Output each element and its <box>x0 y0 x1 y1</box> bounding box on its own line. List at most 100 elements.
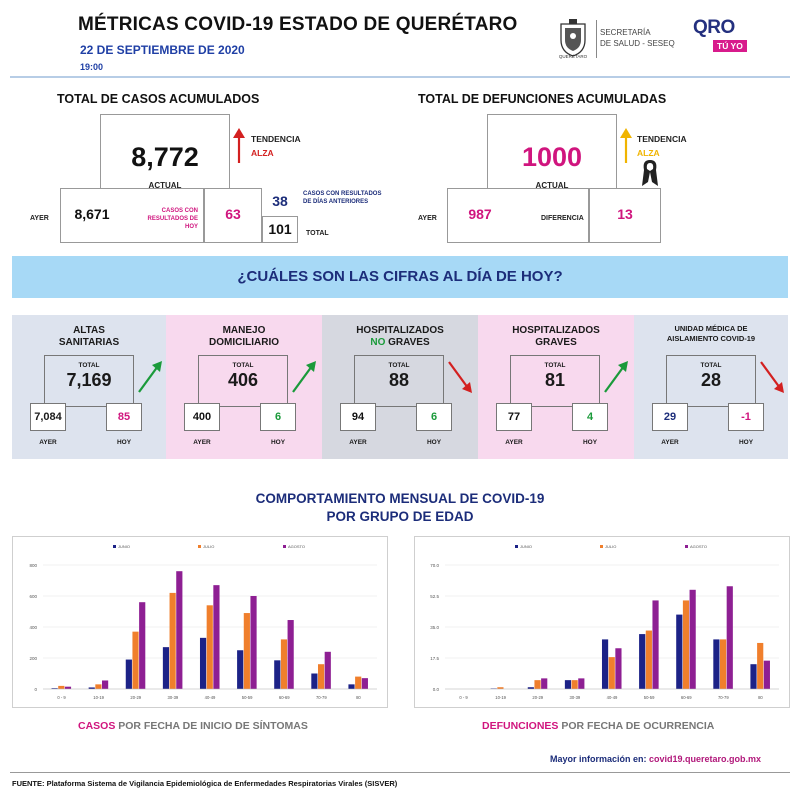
panel-total-label: TOTAL <box>544 362 566 369</box>
bar <box>132 631 139 689</box>
panel-hoy-label: HOY <box>116 439 132 446</box>
panel-manejo-domiciliario: MANEJO DOMICILIARIO TOTAL 406 400 6 AYER… <box>166 315 322 459</box>
legend-swatch <box>283 545 286 548</box>
bar <box>763 660 770 689</box>
bar <box>750 664 757 689</box>
bar <box>58 685 65 689</box>
panel-title: UNIDAD MÉDICA DE AISLAMIENTO COVID-19 <box>634 324 788 344</box>
bar <box>206 605 213 689</box>
report-time: 19:00 <box>80 62 104 72</box>
brand-tuyo-logo: TÚ YO <box>713 40 747 52</box>
caption-highlight: CASOS <box>78 720 116 732</box>
panel-total-label: TOTAL <box>388 362 410 369</box>
casos-total-label: TOTAL <box>306 230 329 237</box>
y-tick-label: 52.5 <box>430 594 439 599</box>
defunciones-ayer-value: 987 <box>468 206 492 222</box>
panel-hoy-label: HOY <box>426 439 442 446</box>
y-tick-label: 0 <box>34 687 37 692</box>
panel-total-value: 88 <box>388 370 410 390</box>
casos-total-value: 101 <box>268 221 292 237</box>
bar <box>64 686 72 689</box>
legend-swatch <box>600 545 603 548</box>
x-tick-label: 80 <box>356 695 361 700</box>
charts-heading-line1: COMPORTAMIENTO MENSUAL DE COVID-19 <box>255 491 545 506</box>
bar <box>213 585 220 689</box>
legend-label: JULIO <box>605 544 616 549</box>
x-tick-label: 80 <box>758 695 763 700</box>
panel-title-line2: AISLAMIENTO COVID-19 <box>666 334 756 343</box>
x-tick-label: 40-49 <box>607 695 618 700</box>
defunciones-trend-up-icon <box>620 128 632 163</box>
bar <box>527 687 534 689</box>
trend-up-arrow-icon <box>604 361 628 393</box>
casos-tendencia-label: TENDENCIA <box>251 134 301 144</box>
bar <box>169 592 176 689</box>
legend-label: JUNIO <box>520 544 532 549</box>
x-tick-label: 50-59 <box>242 695 253 700</box>
chart-casos-frame: 0 200 400 600 800 JUNIO JULIO AGOSTO 0 - 9 10-19 2… <box>12 536 388 708</box>
more-info-link[interactable]: covid19.queretaro.gob.mx <box>649 754 762 764</box>
defunciones-diferencia-label: DIFERENCIA <box>541 215 584 222</box>
bar <box>287 620 294 689</box>
bar <box>682 600 690 689</box>
panel-title-line1: MANEJO <box>222 325 266 336</box>
charts-heading-line2: POR GRUPO DE EDAD <box>326 509 474 524</box>
casos-total-box <box>262 216 298 243</box>
x-tick-label: 50-59 <box>644 695 655 700</box>
panel-total-value: 28 <box>700 370 722 390</box>
bar <box>601 639 609 689</box>
bar <box>608 657 615 689</box>
bar <box>102 680 109 689</box>
caption-rest: POR FECHA DE OCURRENCIA <box>558 720 715 732</box>
secretaria-line-2: DE SALUD - SESEQ <box>600 39 675 48</box>
panel-title: HOSPITALIZADOS GRAVES <box>478 325 634 349</box>
panel-total-box: TOTAL 406 <box>198 355 288 407</box>
caption-highlight: DEFUNCIONES <box>482 720 559 732</box>
panel-hoy-label: HOY <box>582 439 598 446</box>
casos-hoy-label: CASOS CON RESULTADOS DE HOY <box>147 208 198 230</box>
panel-title-no: NO <box>370 337 386 348</box>
bar <box>139 602 146 689</box>
charts-heading: COMPORTAMIENTO MENSUAL DE COVID-19 POR G… <box>0 490 800 526</box>
bar <box>317 664 325 689</box>
y-tick-label: 35.0 <box>430 625 439 630</box>
panel-altas-sanitarias: ALTAS SANITARIAS TOTAL 7,169 7,084 85 AY… <box>12 315 166 459</box>
legend-swatch <box>685 545 688 548</box>
bar <box>355 676 362 689</box>
bar <box>571 680 578 689</box>
panel-title-line2: DOMICILIARIO <box>209 337 279 348</box>
panel-total-box: TOTAL 28 <box>666 355 756 407</box>
panel-title-graves: GRAVES <box>385 337 430 348</box>
casos-tendencia-value: ALZA <box>251 148 274 158</box>
bar <box>324 651 331 689</box>
bar <box>541 678 548 689</box>
secretaria-line-1: SECRETARÍA <box>600 28 651 37</box>
panel-title-line1: UNIDAD MÉDICA DE <box>674 324 748 333</box>
source-note: FUENTE: Plataforma Sistema de Vigilancia… <box>12 779 398 788</box>
panel-title-line1: HOSPITALIZADOS <box>356 325 444 336</box>
panel-ayer-label: AYER <box>661 439 679 446</box>
x-tick-label: 60-69 <box>279 695 290 700</box>
question-banner-text: ¿CUÁLES SON LAS CIFRAS AL DÍA DE HOY? <box>237 268 563 285</box>
defunciones-diferencia-box <box>589 188 661 243</box>
chart-defunciones: 0.0 17.5 35.0 52.5 70.0 JUNIO JULIO AGOSTO 0 - 9… <box>430 544 779 700</box>
panel-title-line2: SANITARIAS <box>58 337 120 348</box>
panel-ayer-label: AYER <box>349 439 367 446</box>
y-tick-label: 800 <box>29 563 37 568</box>
defunciones-heading: TOTAL DE DEFUNCIONES ACUMULADAS <box>418 92 667 106</box>
bar <box>280 639 288 689</box>
y-tick-label: 200 <box>29 656 37 661</box>
x-tick-label: 0 - 9 <box>459 695 468 700</box>
y-tick-label: 70.0 <box>430 563 439 568</box>
defunciones-diferencia-value: 13 <box>617 206 633 222</box>
x-tick-label: 10-19 <box>93 695 104 700</box>
legend-swatch <box>113 545 116 548</box>
bar <box>615 648 622 689</box>
bar <box>243 613 250 689</box>
x-tick-label: 30-39 <box>570 695 581 700</box>
panel-title-line1: HOSPITALIZADOS <box>512 325 600 336</box>
bar <box>719 639 727 689</box>
legend-label: AGOSTO <box>288 544 305 549</box>
bar <box>645 630 652 689</box>
panel-hoy-value: -1 <box>728 403 764 431</box>
